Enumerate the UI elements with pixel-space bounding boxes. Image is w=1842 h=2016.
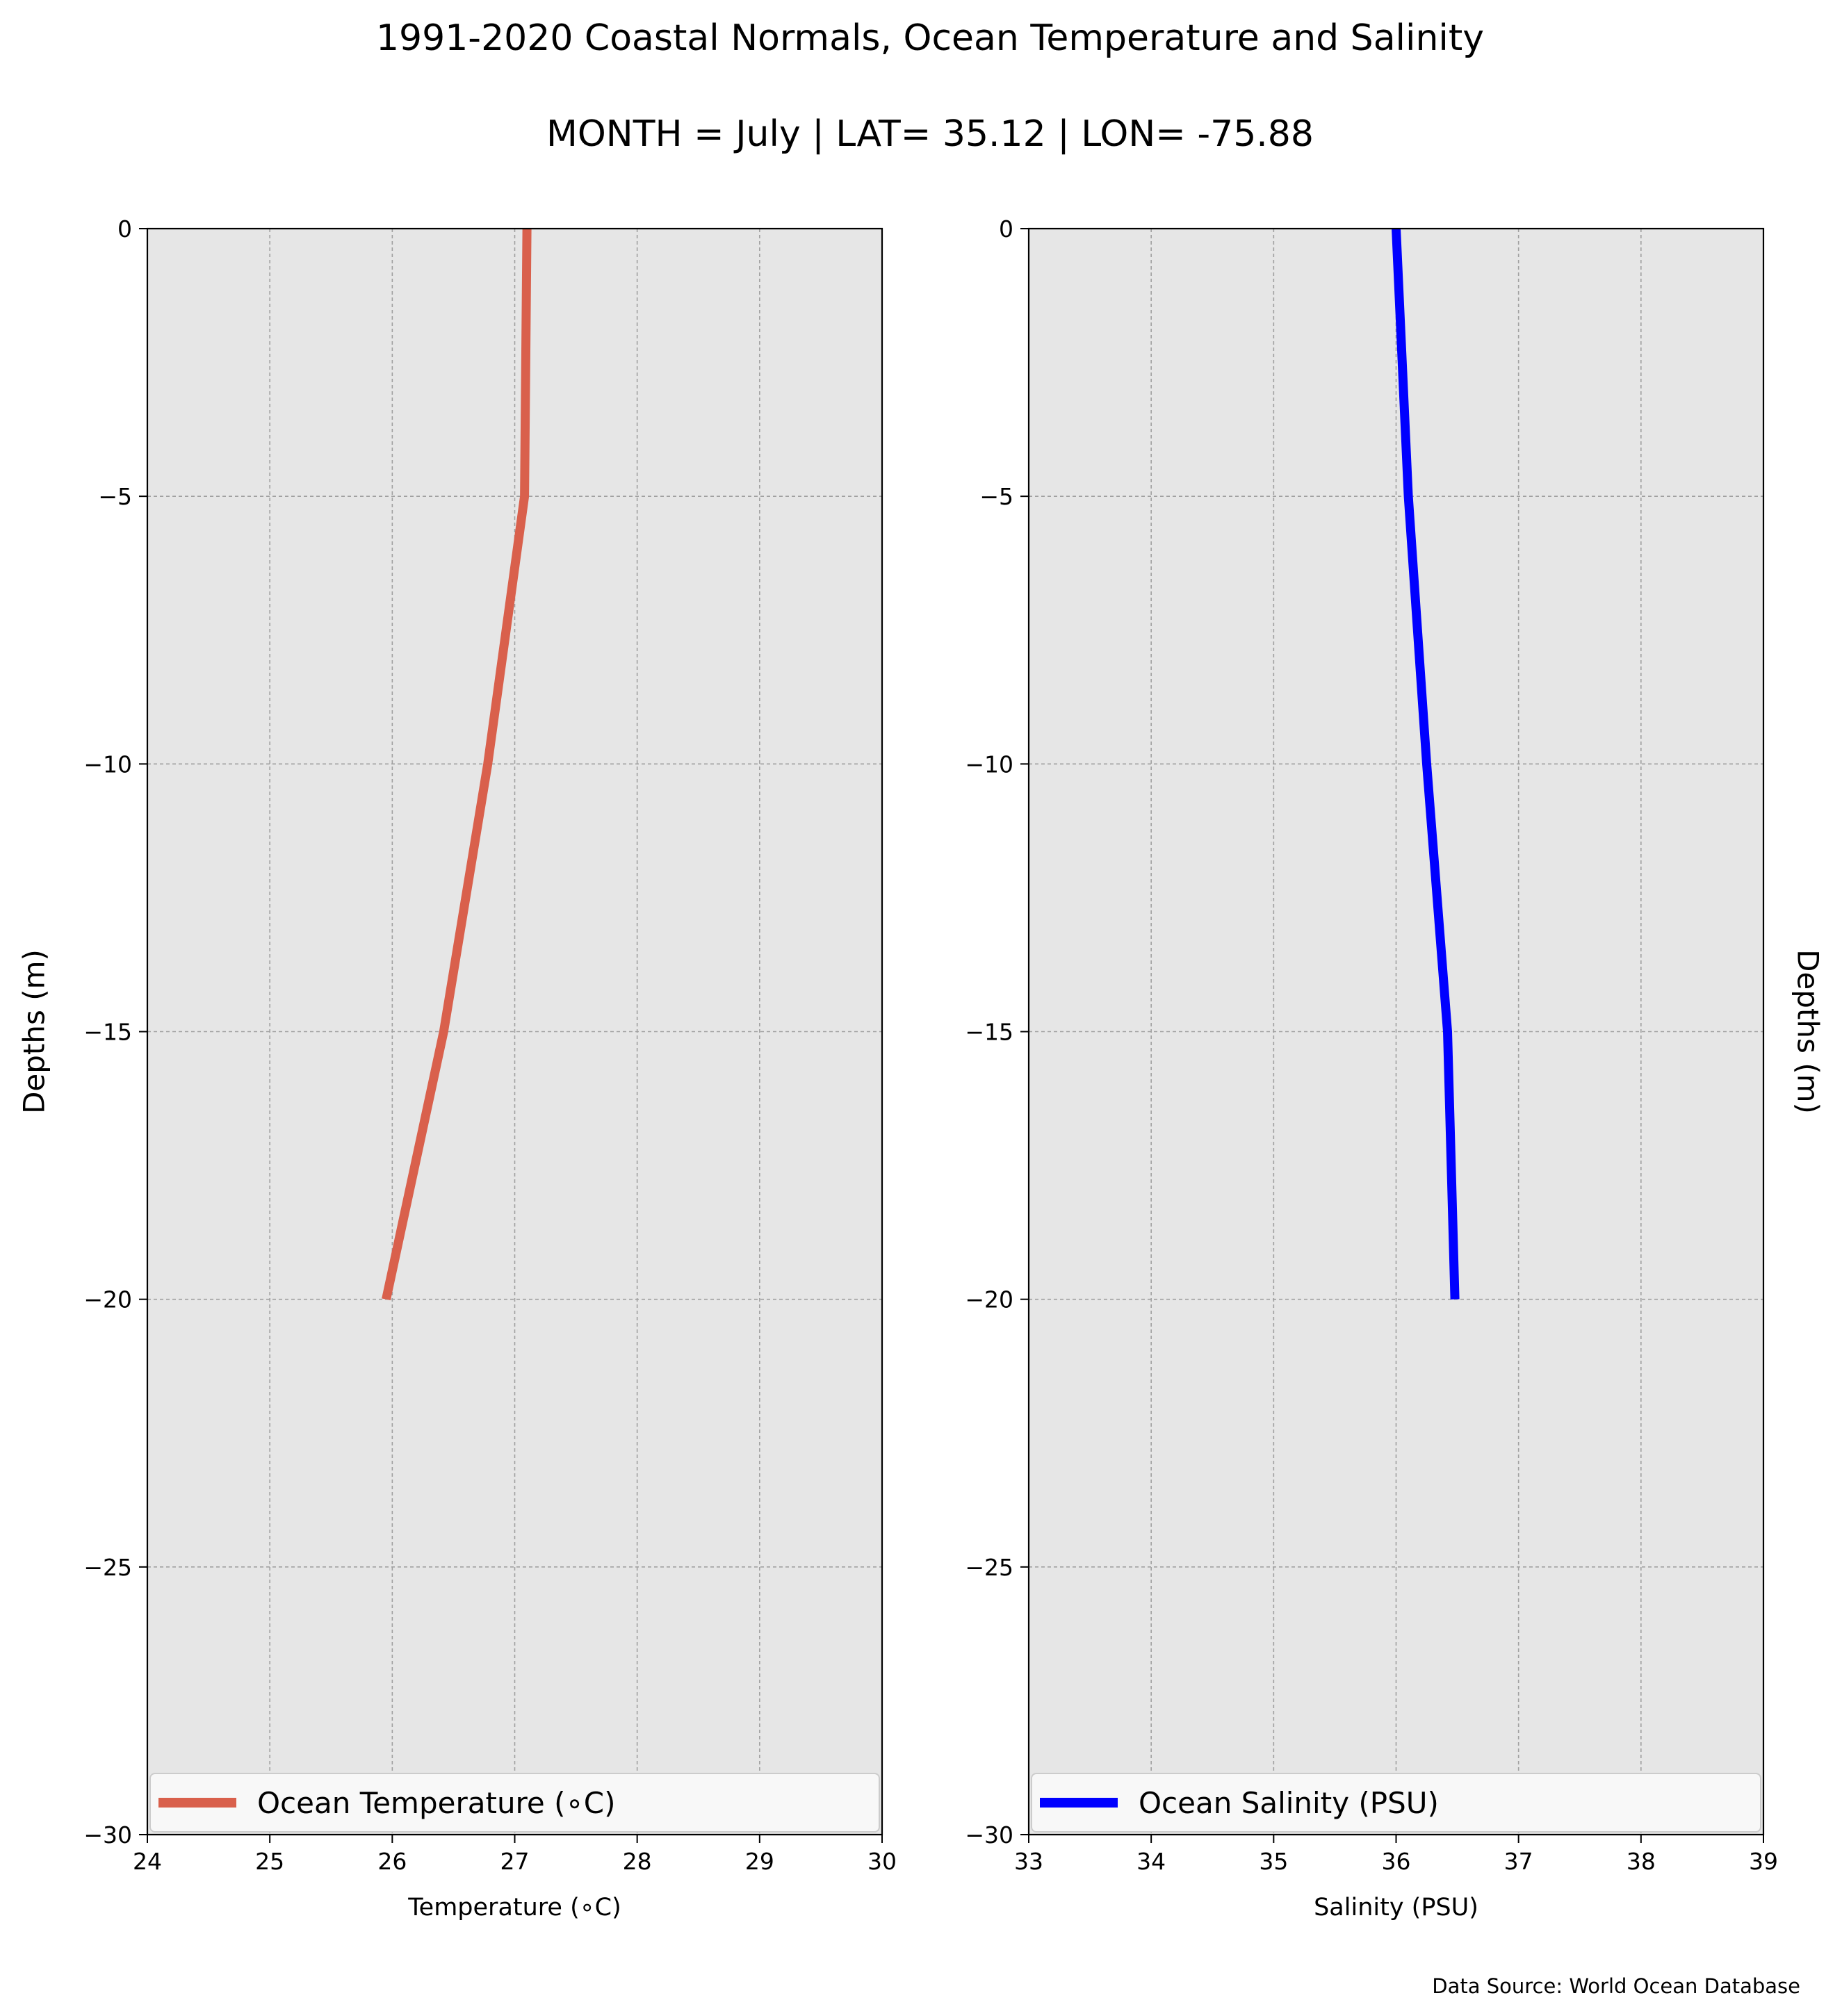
temperature-y-tick-label: −5	[98, 483, 132, 510]
salinity-y-tick-label: −5	[979, 483, 1013, 510]
salinity-x-tick-label: 39	[1749, 1848, 1778, 1875]
salinity-y-tick-label: 0	[999, 215, 1013, 243]
salinity-x-tick-label: 36	[1382, 1848, 1411, 1875]
temperature-x-tick-label: 27	[500, 1848, 530, 1875]
temperature-x-tick-label: 30	[867, 1848, 897, 1875]
temperature-y-tick-label: −25	[83, 1554, 132, 1581]
temperature-legend-label: Ocean Temperature (∘C)	[257, 1786, 615, 1820]
salinity-y-tick-label: −25	[965, 1554, 1013, 1581]
temperature-y-tick-label: −30	[83, 1821, 132, 1849]
data-source-note: Data Source: World Ocean Database	[1432, 1974, 1800, 1998]
chart-subtitle: MONTH = July | LAT= 35.12 | LON= -75.88	[546, 113, 1314, 155]
salinity-x-tick-label: 37	[1504, 1848, 1533, 1875]
salinity-legend-label: Ocean Salinity (PSU)	[1139, 1786, 1439, 1820]
salinity-y-axis-label: Depths (m)	[1791, 949, 1825, 1114]
salinity-legend-box	[1031, 1773, 1761, 1833]
salinity-y-tick-label: −30	[965, 1821, 1013, 1849]
salinity-x-tick-label: 38	[1627, 1848, 1656, 1875]
temperature-x-tick-label: 29	[745, 1848, 774, 1875]
temperature-x-tick-label: 24	[133, 1848, 162, 1875]
salinity-x-tick-label: 33	[1014, 1848, 1043, 1875]
salinity-y-tick-label: −10	[965, 751, 1013, 778]
temperature-legend-box	[149, 1773, 880, 1833]
temperature-x-tick-label: 28	[623, 1848, 652, 1875]
salinity-x-tick-label: 34	[1136, 1848, 1166, 1875]
temperature-x-tick-label: 25	[255, 1848, 284, 1875]
temperature-profile-line	[382, 228, 532, 1301]
temperature-y-tick-label: −20	[83, 1286, 132, 1313]
salinity-profile-line	[1392, 228, 1460, 1300]
temperature-y-tick-label: −15	[83, 1019, 132, 1046]
salinity-panel: 33 34 35 36 37 38 39 0 −5 −10 −15 −20 −25 −30 Salinity…	[965, 215, 1825, 1921]
temperature-y-axis-label: Depths (m)	[17, 949, 51, 1114]
temperature-panel: 24 25 26 27 28 29 30 0 −5 −10 −15 −20 −25 −30 Temperat…	[17, 215, 897, 1921]
salinity-y-tick-label: −15	[965, 1019, 1013, 1046]
salinity-y-tick-label: −20	[965, 1286, 1013, 1313]
temperature-y-tick-label: 0	[117, 215, 132, 243]
temperature-x-axis-label: Temperature (∘C)	[407, 1894, 621, 1921]
salinity-x-tick-label: 35	[1259, 1848, 1288, 1875]
temperature-y-tick-label: −10	[83, 751, 132, 778]
chart-title: 1991-2020 Coastal Normals, Ocean Tempera…	[376, 17, 1484, 59]
salinity-x-axis-label: Salinity (PSU)	[1314, 1894, 1478, 1921]
temperature-x-tick-label: 26	[377, 1848, 407, 1875]
